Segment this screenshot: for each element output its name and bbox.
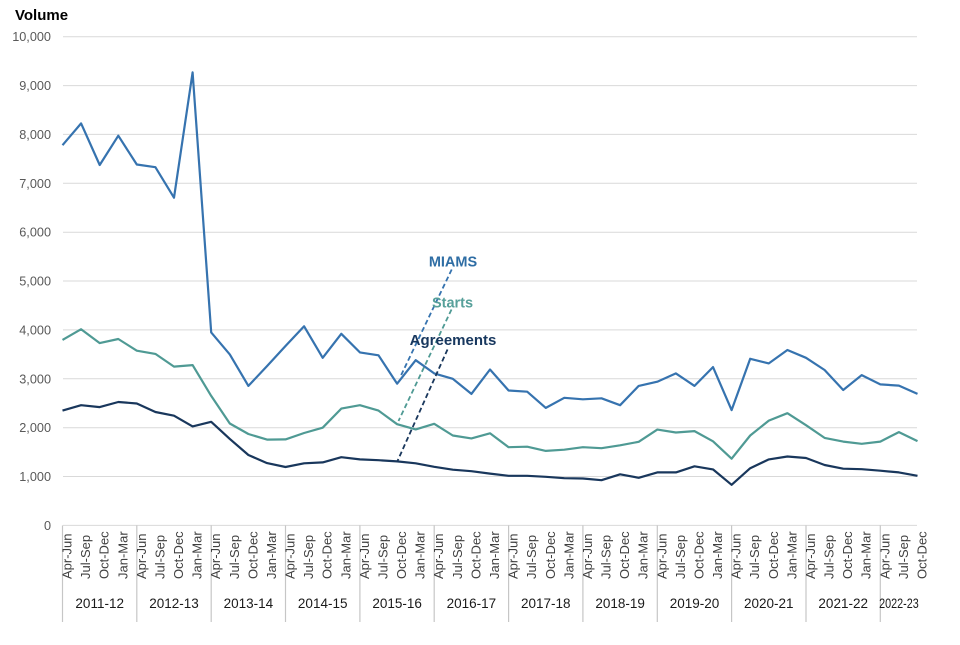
svg-text:Apr-Jun: Apr-Jun bbox=[654, 533, 669, 579]
svg-text:2015-16: 2015-16 bbox=[372, 596, 422, 611]
svg-text:Jul-Sep: Jul-Sep bbox=[524, 535, 539, 579]
svg-text:Jul-Sep: Jul-Sep bbox=[747, 535, 762, 579]
svg-text:Oct-Dec: Oct-Dec bbox=[97, 531, 112, 579]
svg-text:Jul-Sep: Jul-Sep bbox=[822, 535, 837, 579]
svg-text:Apr-Jun: Apr-Jun bbox=[208, 533, 223, 579]
svg-text:Jul-Sep: Jul-Sep bbox=[599, 535, 614, 579]
svg-text:2011-12: 2011-12 bbox=[75, 596, 124, 611]
svg-text:3,000: 3,000 bbox=[19, 372, 51, 386]
svg-text:Jan-Mar: Jan-Mar bbox=[264, 531, 279, 579]
svg-text:2020-21: 2020-21 bbox=[744, 596, 794, 611]
svg-text:Apr-Jun: Apr-Jun bbox=[877, 533, 892, 579]
svg-text:Apr-Jun: Apr-Jun bbox=[803, 533, 818, 579]
svg-text:0: 0 bbox=[44, 519, 51, 533]
svg-text:4,000: 4,000 bbox=[19, 323, 51, 337]
svg-text:2014-15: 2014-15 bbox=[298, 596, 348, 611]
svg-text:2016-17: 2016-17 bbox=[447, 596, 497, 611]
svg-text:Oct-Dec: Oct-Dec bbox=[840, 531, 855, 579]
svg-text:Apr-Jun: Apr-Jun bbox=[357, 533, 372, 579]
svg-text:Oct-Dec: Oct-Dec bbox=[394, 531, 409, 579]
svg-text:Oct-Dec: Oct-Dec bbox=[617, 531, 632, 579]
svg-text:Jan-Mar: Jan-Mar bbox=[784, 531, 799, 579]
svg-text:Apr-Jun: Apr-Jun bbox=[506, 533, 521, 579]
svg-text:2017-18: 2017-18 bbox=[521, 596, 571, 611]
svg-text:2022-23: 2022-23 bbox=[879, 596, 919, 611]
svg-text:Jan-Mar: Jan-Mar bbox=[710, 531, 725, 579]
svg-text:Oct-Dec: Oct-Dec bbox=[245, 531, 260, 579]
svg-text:Jan-Mar: Jan-Mar bbox=[115, 531, 130, 579]
svg-text:Jul-Sep: Jul-Sep bbox=[78, 535, 93, 579]
svg-text:2012-13: 2012-13 bbox=[149, 596, 199, 611]
svg-text:Jan-Mar: Jan-Mar bbox=[190, 531, 205, 579]
svg-text:Agreements: Agreements bbox=[410, 332, 497, 349]
svg-text:8,000: 8,000 bbox=[19, 128, 51, 142]
svg-text:Oct-Dec: Oct-Dec bbox=[766, 531, 781, 579]
svg-text:Oct-Dec: Oct-Dec bbox=[320, 531, 335, 579]
svg-text:Jan-Mar: Jan-Mar bbox=[636, 531, 651, 579]
svg-text:Jan-Mar: Jan-Mar bbox=[561, 531, 576, 579]
svg-text:Jan-Mar: Jan-Mar bbox=[338, 531, 353, 579]
svg-text:Jul-Sep: Jul-Sep bbox=[376, 535, 391, 579]
svg-text:5,000: 5,000 bbox=[19, 275, 51, 289]
svg-text:2019-20: 2019-20 bbox=[670, 596, 720, 611]
svg-text:MIAMS: MIAMS bbox=[429, 255, 478, 271]
svg-text:Jul-Sep: Jul-Sep bbox=[896, 535, 911, 579]
svg-text:Jul-Sep: Jul-Sep bbox=[301, 535, 316, 579]
svg-text:Apr-Jun: Apr-Jun bbox=[580, 533, 595, 579]
svg-text:2013-14: 2013-14 bbox=[224, 596, 274, 611]
svg-text:Apr-Jun: Apr-Jun bbox=[283, 533, 298, 579]
svg-text:Apr-Jun: Apr-Jun bbox=[134, 533, 149, 579]
svg-text:Oct-Dec: Oct-Dec bbox=[171, 531, 186, 579]
svg-text:Oct-Dec: Oct-Dec bbox=[915, 531, 930, 579]
svg-text:2018-19: 2018-19 bbox=[595, 596, 645, 611]
svg-text:Jan-Mar: Jan-Mar bbox=[859, 531, 874, 579]
svg-text:Oct-Dec: Oct-Dec bbox=[543, 531, 558, 579]
svg-text:Jul-Sep: Jul-Sep bbox=[227, 535, 242, 579]
svg-text:10,000: 10,000 bbox=[12, 30, 51, 44]
svg-text:Jan-Mar: Jan-Mar bbox=[413, 531, 428, 579]
svg-text:Jul-Sep: Jul-Sep bbox=[152, 535, 167, 579]
svg-text:7,000: 7,000 bbox=[19, 177, 51, 191]
svg-text:9,000: 9,000 bbox=[19, 79, 51, 93]
svg-text:Volume: Volume bbox=[15, 7, 68, 24]
svg-text:Jul-Sep: Jul-Sep bbox=[673, 535, 688, 579]
svg-text:Jul-Sep: Jul-Sep bbox=[450, 535, 465, 579]
svg-text:Oct-Dec: Oct-Dec bbox=[468, 531, 483, 579]
svg-text:Starts: Starts bbox=[432, 296, 473, 312]
svg-text:1,000: 1,000 bbox=[19, 470, 51, 484]
svg-text:6,000: 6,000 bbox=[19, 226, 51, 240]
svg-text:Jan-Mar: Jan-Mar bbox=[487, 531, 502, 579]
svg-text:Apr-Jun: Apr-Jun bbox=[60, 533, 75, 579]
svg-text:Oct-Dec: Oct-Dec bbox=[692, 531, 707, 579]
svg-text:2021-22: 2021-22 bbox=[818, 596, 868, 611]
svg-text:Apr-Jun: Apr-Jun bbox=[729, 533, 744, 579]
svg-text:Apr-Jun: Apr-Jun bbox=[431, 533, 446, 579]
svg-text:2,000: 2,000 bbox=[19, 421, 51, 435]
